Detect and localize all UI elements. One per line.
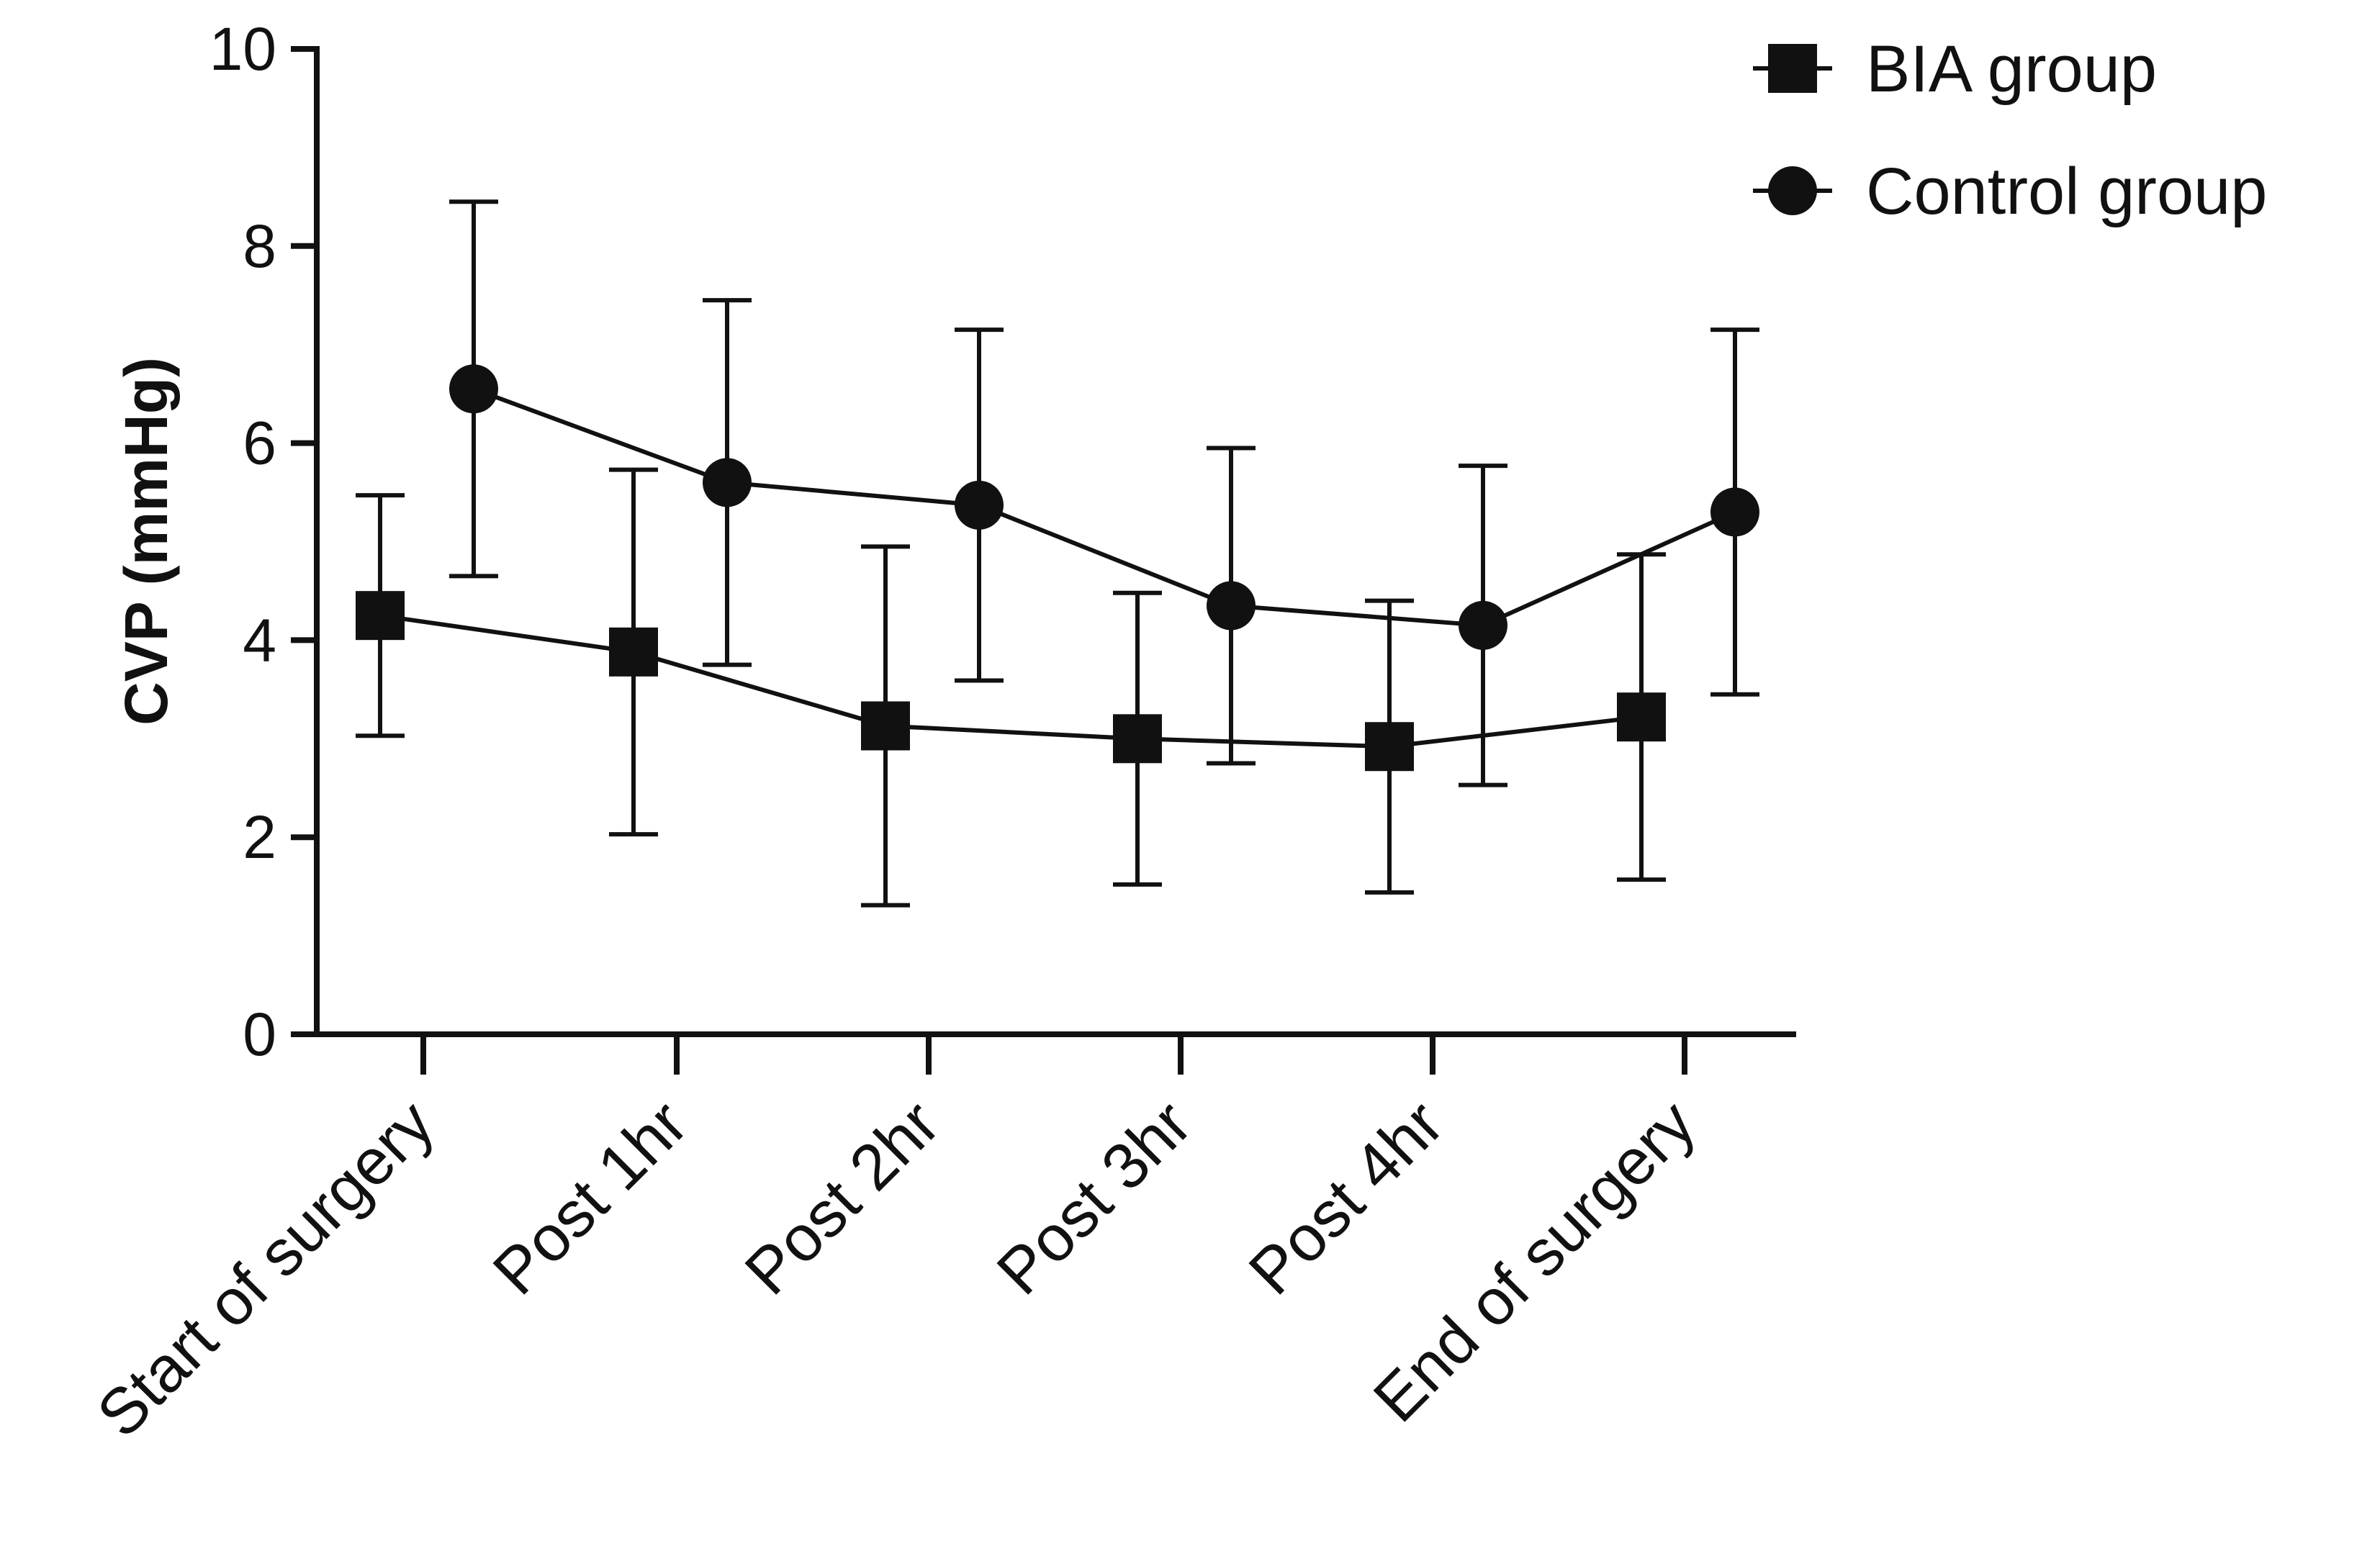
data-point-control <box>955 480 1004 530</box>
data-point-bia <box>356 591 405 641</box>
series-line-bia <box>379 613 1642 749</box>
data-point-control <box>1710 487 1759 537</box>
x-category-label: Post 4hr <box>1235 1087 1457 1309</box>
x-category-label: Start of surgery <box>84 1087 448 1451</box>
x-category-label: Post 3hr <box>983 1087 1205 1309</box>
legend-label: Control group <box>1866 155 2267 228</box>
data-point-bia <box>1617 692 1666 742</box>
legend-marker-square <box>1768 44 1817 93</box>
y-tick-label: 2 <box>243 803 276 871</box>
data-point-control <box>449 364 498 414</box>
legend-label: BIA group <box>1866 32 2157 106</box>
y-tick-label: 4 <box>243 606 276 674</box>
series-line-control <box>472 387 1736 628</box>
legend-marker-circle <box>1768 166 1817 215</box>
data-point-bia <box>1365 722 1414 772</box>
data-point-bia <box>1113 714 1162 764</box>
data-point-control <box>1459 600 1507 650</box>
y-tick-label: 6 <box>243 410 276 477</box>
y-axis-label: CVP (mmHg) <box>112 357 180 726</box>
data-point-bia <box>861 701 910 751</box>
y-tick-label: 10 <box>209 15 276 83</box>
data-point-bia <box>609 627 658 677</box>
x-category-label: Post 2hr <box>731 1087 953 1309</box>
y-tick-label: 8 <box>243 212 276 280</box>
data-point-control <box>1207 581 1256 631</box>
y-tick-label: 0 <box>243 1000 276 1068</box>
data-point-control <box>703 458 752 507</box>
x-category-label: Post 1hr <box>479 1087 701 1309</box>
